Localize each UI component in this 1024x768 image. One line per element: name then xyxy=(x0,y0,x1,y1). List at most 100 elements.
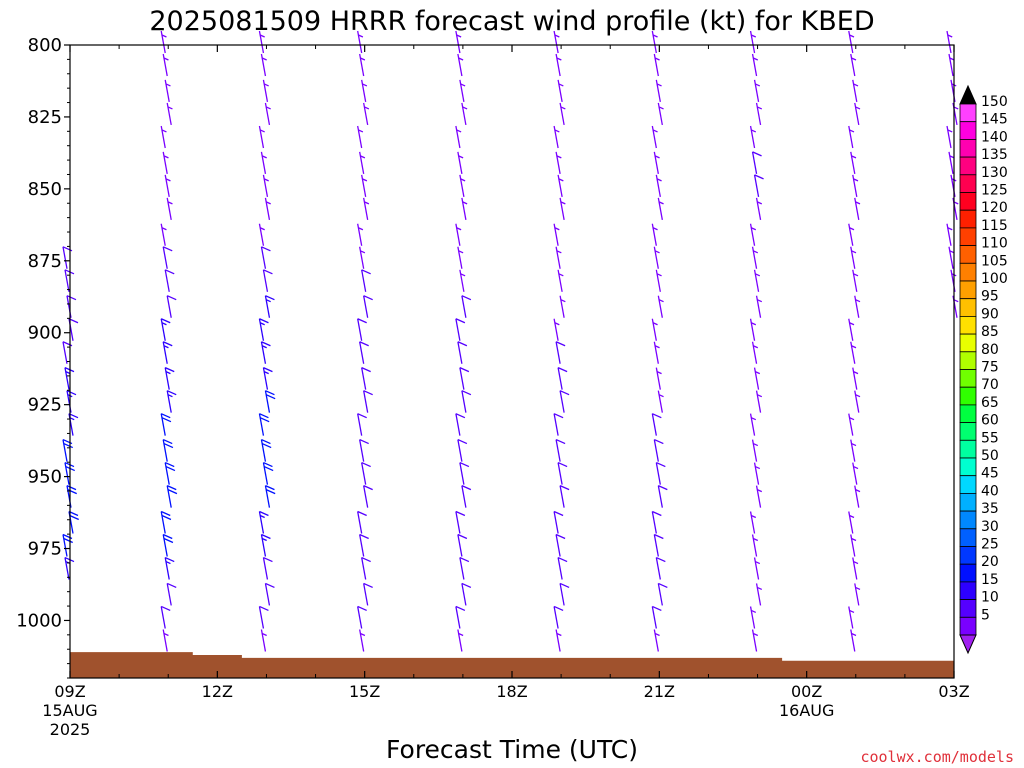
colorbar-label: 105 xyxy=(981,253,1008,269)
barb-feather xyxy=(265,485,275,491)
barb-staff xyxy=(164,174,170,197)
wind-barb xyxy=(457,629,464,652)
barb-staff xyxy=(753,462,760,485)
barb-staff xyxy=(164,79,170,103)
colorbar-label: 125 xyxy=(981,183,1008,199)
barb-half-feather xyxy=(554,34,560,38)
barb-staff xyxy=(459,367,465,390)
colorbar-label: 150 xyxy=(981,94,1008,110)
wind-barb xyxy=(655,79,662,103)
wind-barb xyxy=(357,223,364,246)
wind-barb xyxy=(852,269,859,292)
barb-half-feather xyxy=(853,371,859,375)
barb-half-feather xyxy=(849,514,855,519)
credit-text: coolwx.com/models xyxy=(860,748,1014,766)
wind-barb xyxy=(461,582,472,606)
barb-staff xyxy=(850,246,856,269)
barb-feather xyxy=(658,582,668,589)
wind-barb xyxy=(749,30,757,54)
wind-barb xyxy=(461,197,468,220)
wind-barb xyxy=(62,246,73,269)
barb-staff xyxy=(258,606,265,629)
plot-frame xyxy=(69,44,955,679)
colorbar-label: 120 xyxy=(981,200,1008,216)
y-tick-label: 850 xyxy=(28,179,62,200)
wind-barb xyxy=(559,485,570,508)
colorbar-label: 95 xyxy=(981,289,999,305)
barb-staff xyxy=(164,462,170,485)
barb-feather xyxy=(261,438,271,445)
colorbar-label: 70 xyxy=(981,377,999,393)
barb-staff xyxy=(363,390,369,413)
barb-feather xyxy=(559,582,570,589)
barb-half-feather xyxy=(855,394,861,398)
barb-staff xyxy=(651,413,657,436)
barb-feather xyxy=(261,533,271,540)
wind-barb xyxy=(260,533,271,557)
wind-barb xyxy=(749,125,757,149)
wind-barb xyxy=(655,461,666,485)
barb-staff xyxy=(258,318,265,341)
barb-staff xyxy=(555,439,561,462)
wind-barb xyxy=(160,318,171,341)
barb-staff xyxy=(755,390,762,413)
barb-feather xyxy=(261,442,272,449)
wind-barb xyxy=(555,533,566,557)
chart-title: 2025081509 HRRR forecast wind profile (k… xyxy=(149,6,874,37)
wind-barb xyxy=(553,413,564,436)
barb-half-feather xyxy=(263,371,269,375)
barb-staff xyxy=(753,174,760,197)
barb-feather xyxy=(363,485,373,491)
barb-staff xyxy=(555,246,561,269)
barb-staff xyxy=(559,485,565,508)
wind-barb xyxy=(557,461,568,485)
colorbar-label: 20 xyxy=(981,554,999,570)
barb-feather xyxy=(559,390,570,396)
barb-staff xyxy=(359,246,365,269)
barb-feather xyxy=(162,341,173,347)
wind-barb xyxy=(557,174,564,197)
barb-half-feather xyxy=(558,273,564,277)
barb-staff xyxy=(655,174,661,197)
barb-staff xyxy=(755,102,762,126)
barb-half-feather xyxy=(554,129,560,133)
barb-feather xyxy=(359,533,369,540)
barb-feather xyxy=(363,582,373,589)
barb-staff xyxy=(651,125,657,149)
barb-feather xyxy=(557,461,568,468)
barb-staff xyxy=(262,79,269,103)
barb-staff xyxy=(258,30,265,54)
x-axis-label: Forecast Time (UTC) xyxy=(386,735,638,764)
x-tick-label: 00Z xyxy=(791,682,822,701)
wind-barb xyxy=(455,125,462,149)
barb-feather xyxy=(455,510,466,517)
barb-half-feather xyxy=(265,106,271,110)
wind-barb xyxy=(359,533,369,557)
wind-barb xyxy=(854,390,861,413)
wind-barb xyxy=(749,223,757,246)
wind-barb xyxy=(363,485,373,508)
wind-barb xyxy=(655,269,662,292)
barb-feather xyxy=(361,556,371,563)
barb-staff xyxy=(457,534,463,557)
wind-barb xyxy=(457,246,464,269)
wind-barb xyxy=(751,246,759,269)
barb-half-feather xyxy=(261,345,267,349)
x-tick-label: 18Z xyxy=(496,682,527,701)
barb-half-feather xyxy=(167,394,173,398)
barb-half-feather xyxy=(755,273,761,277)
y-tick-label: 875 xyxy=(28,251,62,272)
barb-half-feather xyxy=(259,514,265,519)
wind-barb xyxy=(657,582,668,606)
barb-staff xyxy=(461,295,467,318)
wind-barb xyxy=(852,557,859,580)
wind-barb xyxy=(553,605,564,629)
wind-barb xyxy=(651,223,658,246)
wind-barb xyxy=(62,533,73,557)
colorbar-overflow-triangle xyxy=(959,84,977,105)
barb-half-feather xyxy=(458,250,464,254)
barb-half-feather xyxy=(853,273,859,277)
barb-half-feather xyxy=(364,106,370,110)
wind-barb xyxy=(357,605,367,629)
barb-staff xyxy=(553,606,559,629)
